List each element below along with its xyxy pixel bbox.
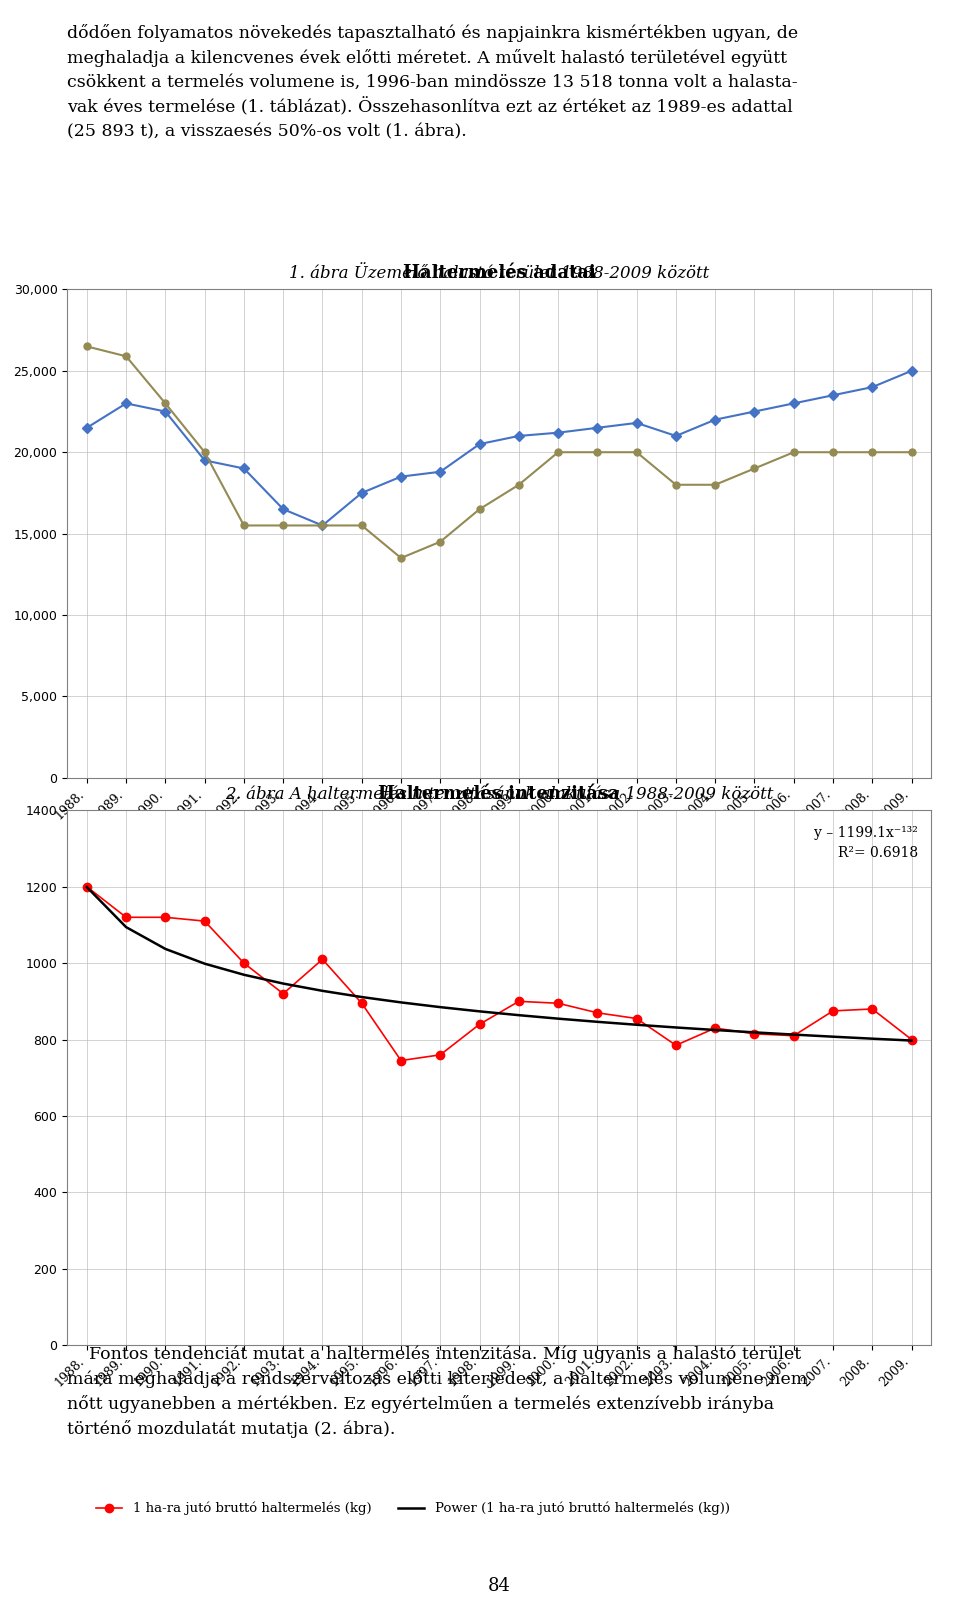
- Title: Haltermelés adatai: Haltermelés adatai: [403, 265, 595, 282]
- Title: Haltermelés intenzitása: Haltermelés intenzitása: [378, 786, 620, 803]
- Legend: Üzemelő halastó terület (ha), Haltermelés (t): Üzemelő halastó terület (ha), Haltermelé…: [167, 932, 572, 956]
- Text: y – 1199.1x⁻¹³²
R²= 0.6918: y – 1199.1x⁻¹³² R²= 0.6918: [814, 826, 918, 860]
- Legend: 1 ha-ra jutó bruttó haltermelés (kg), Power (1 ha-ra jutó bruttó haltermelés (kg: 1 ha-ra jutó bruttó haltermelés (kg), Po…: [90, 1496, 735, 1521]
- Text: Fontos tendenciát mutat a haltermelés intenzitása. Míg ugyanis a halastó terület: Fontos tendenciát mutat a haltermelés in…: [67, 1345, 807, 1438]
- Text: dődően folyamatos növekedés tapasztalható és napjainkra kismértékben ugyan, de
m: dődően folyamatos növekedés tapasztalhat…: [67, 24, 799, 140]
- Text: 2. ábra A haltermelés intenzitásának alakulása 1988-2009 között: 2. ábra A haltermelés intenzitásának ala…: [225, 786, 774, 802]
- Text: 1. ábra Üzemelő halastó terület 1988-2009 között: 1. ábra Üzemelő halastó terület 1988-200…: [289, 265, 709, 282]
- Text: 84: 84: [488, 1578, 511, 1595]
